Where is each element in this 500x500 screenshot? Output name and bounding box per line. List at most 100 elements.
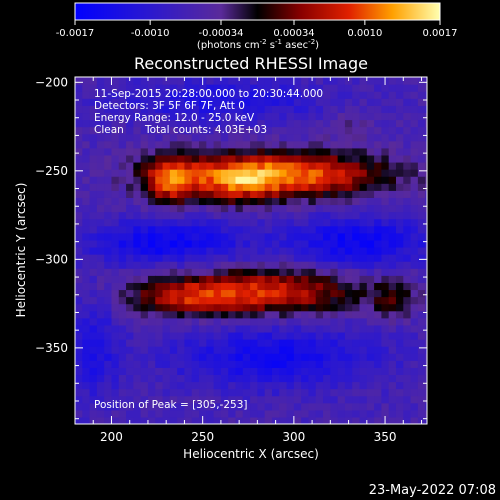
heatmap-cell [366,254,375,262]
heatmap-cell [140,211,149,220]
heatmap-cell [169,381,178,390]
heatmap-cell [271,381,280,390]
heatmap-cell [337,105,346,114]
heatmap-cell [330,261,339,269]
heatmap-cell [388,374,397,383]
heatmap-cell [228,161,237,170]
heatmap-cell [242,197,251,206]
heatmap-cell [395,317,404,326]
heatmap-cell [191,402,200,411]
heatmap-cell [359,254,368,262]
heatmap-cell [242,119,251,128]
heatmap-cell [286,119,295,128]
heatmap-cell [169,161,178,170]
heatmap-cell [308,190,317,198]
heatmap-cell [308,275,317,283]
heatmap-cell [147,169,156,177]
heatmap-cell [301,395,310,404]
heatmap-cell [374,239,383,248]
heatmap-cell [228,381,237,390]
heatmap-cell [366,98,375,106]
heatmap-cell [133,317,142,326]
heatmap-cell [235,225,244,234]
heatmap-cell [191,161,200,170]
heatmap-cell [155,339,164,347]
heatmap-cell [286,282,295,291]
heatmap-cell [388,105,397,114]
heatmap-cell [425,84,427,92]
heatmap-cell [177,197,186,206]
heatmap-cell [417,339,426,347]
heatmap-cell [220,183,229,191]
heatmap-cell [279,140,288,149]
heatmap-cell [220,289,229,298]
heatmap-cell [337,317,346,326]
heatmap-cell [410,282,419,291]
heatmap-cell [395,246,404,255]
heatmap-cell [199,254,207,262]
heatmap-cell [126,161,134,170]
heatmap-cell [169,190,178,198]
heatmap-cell [395,402,404,411]
heatmap-cell [366,374,375,383]
heatmap-cell [199,140,207,149]
heatmap-cell [96,246,105,255]
heatmap-cell [308,126,317,135]
heatmap-cell [374,105,383,114]
heatmap-cell [381,275,390,283]
heatmap-cell [89,254,98,262]
heatmap-cell [155,395,164,404]
heatmap-cell [118,161,127,170]
heatmap-cell [147,317,156,326]
heatmap-cell [330,409,339,418]
heatmap-cell [184,154,193,163]
heatmap-cell [308,225,317,234]
heatmap-cell [293,112,302,121]
heatmap-cell [315,169,324,177]
heatmap-cell [359,296,368,305]
heatmap-cell [271,339,280,347]
heatmap-cell [381,367,390,376]
heatmap-cell [162,317,171,326]
heatmap-cell [220,218,229,227]
heatmap-cell [199,161,207,170]
heatmap-cell [140,147,149,156]
heatmap-cell [213,98,222,106]
heatmap-cell [403,105,412,114]
heatmap-cell [330,91,339,99]
heatmap-cell [155,105,164,114]
heatmap-cell [279,261,288,269]
heatmap-cell [301,409,310,418]
heatmap-cell [82,225,91,234]
colorbar-tick-label: 0.0017 [423,28,458,39]
heatmap-cell [271,98,280,106]
heatmap-cell [410,197,419,206]
heatmap-cell [147,126,156,135]
heatmap-cell [293,197,302,206]
heatmap-cell [286,246,295,255]
heatmap-cell [199,98,207,106]
heatmap-cell [162,282,171,291]
heatmap-cell [133,161,142,170]
heatmap-cell [417,360,426,368]
heatmap-cell [184,275,193,283]
heatmap-cell [220,310,229,319]
heatmap-cell [388,119,397,128]
heatmap-cell [359,353,368,361]
heatmap-cell [395,169,404,177]
heatmap-cell [75,388,83,397]
heatmap-cell [235,126,244,135]
heatmap-cell [177,84,186,92]
heatmap-cell [374,268,383,276]
heatmap-cell [352,331,361,340]
heatmap-cell [75,169,83,177]
heatmap-cell [308,374,317,383]
y-tick-label: −250 [35,164,68,178]
heatmap-cell [286,176,295,184]
heatmap-cell [425,133,427,142]
heatmap-cell [344,367,353,376]
heatmap-cell [147,218,156,227]
heatmap-cell [242,239,251,248]
heatmap-cell [177,374,186,383]
